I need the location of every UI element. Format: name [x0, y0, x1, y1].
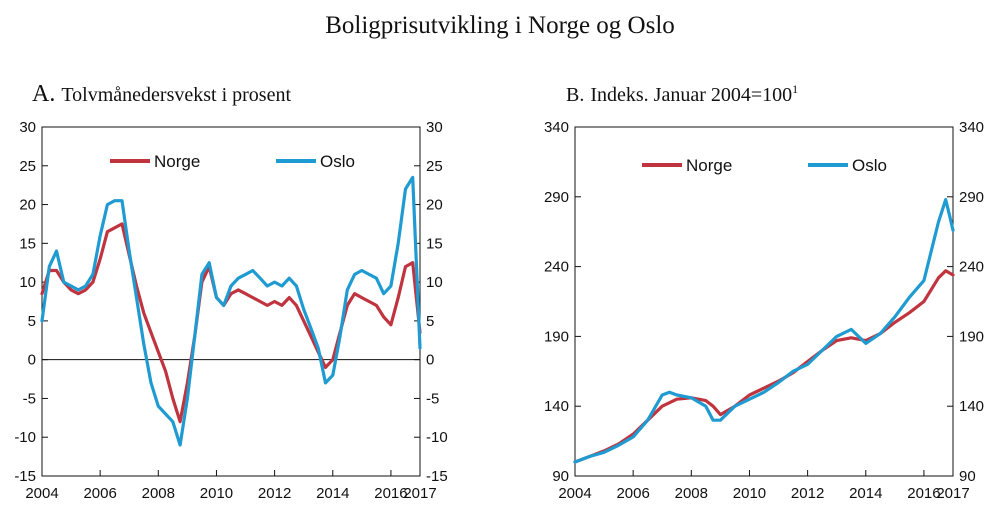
- panel-a-title-text: Tolvmånedersvekst i prosent: [61, 84, 291, 106]
- x-tick-label: 2004: [25, 485, 58, 502]
- panel-a-ticks: -15 -15 -10 -10 -5 -5 0 0 5 5 10 10 15 15 20 20 25 25 30 30…: [14, 119, 447, 502]
- panel-b-title-text: Indeks. Januar 2004=100: [590, 84, 792, 106]
- y-tick-label-right: 30: [426, 119, 443, 136]
- y-tick-label-right: 340: [959, 119, 984, 136]
- y-tick-label-right: 190: [959, 328, 984, 345]
- y-tick-label-left: 5: [28, 313, 36, 330]
- series-line-norge: [40, 222, 422, 424]
- panel-a-series: [40, 175, 422, 447]
- x-tick-label: 2010: [733, 485, 766, 502]
- x-tick-label: 2004: [558, 485, 591, 502]
- y-tick-label-right: 0: [426, 352, 434, 369]
- panel-b-footnote-mark: 1: [792, 82, 798, 96]
- y-tick-label-right: 240: [959, 259, 984, 276]
- x-tick-label: 2017: [936, 485, 969, 502]
- y-tick-label-left: 190: [544, 328, 569, 345]
- y-tick-label-right: -15: [426, 468, 448, 485]
- y-tick-label-left: 20: [19, 197, 36, 214]
- legend-oslo-label: Oslo: [320, 152, 355, 171]
- y-tick-label-left: -15: [14, 468, 36, 485]
- y-tick-label-right: 20: [426, 197, 443, 214]
- x-tick-label: 2010: [200, 485, 233, 502]
- x-tick-label: 2016: [374, 485, 407, 502]
- y-tick-label-right: 10: [426, 274, 443, 291]
- panel-b-letter: B.: [566, 84, 584, 106]
- x-tick-label: 2017: [403, 485, 436, 502]
- y-tick-label-right: 140: [959, 398, 984, 415]
- panel-a-letter: A.: [32, 81, 55, 107]
- panel-b-ticks: 90 90 140 140 190 190 240 240 290 290 340 340 2004 20…: [544, 119, 984, 502]
- x-tick-label: 2014: [849, 485, 882, 502]
- panel-b-series: [573, 198, 955, 464]
- panel-b: B. Indeks. Januar 2004=1001 90 90 140 140 190…: [544, 82, 984, 502]
- y-tick-label-left: 290: [544, 189, 569, 206]
- legend-norge-label: Norge: [154, 152, 200, 171]
- panel-a-legend: Norge Oslo: [110, 152, 355, 171]
- x-tick-label: 2016: [907, 485, 940, 502]
- y-tick-label-left: 10: [19, 274, 36, 291]
- x-tick-label: 2012: [258, 485, 291, 502]
- legend-norge-label: Norge: [686, 156, 732, 175]
- y-tick-label-right: -10: [426, 429, 448, 446]
- y-tick-label-left: 0: [28, 352, 36, 369]
- x-tick-label: 2006: [83, 485, 116, 502]
- y-tick-label-left: -5: [23, 390, 36, 407]
- panel-b-legend: Norge Oslo: [642, 156, 887, 175]
- page-title: Boligprisutvikling i Norge og Oslo: [325, 12, 675, 39]
- y-tick-label-left: 30: [19, 119, 36, 136]
- y-tick-label-left: -10: [14, 429, 36, 446]
- series-line-oslo: [40, 175, 422, 447]
- legend-oslo-label: Oslo: [852, 156, 887, 175]
- series-line-oslo: [573, 198, 955, 464]
- x-tick-label: 2012: [791, 485, 824, 502]
- panel-a: A. Tolvmånedersvekst i prosent -15 -15-10-…: [14, 81, 447, 502]
- x-tick-label: 2006: [616, 485, 649, 502]
- y-tick-label-left: 340: [544, 119, 569, 136]
- y-tick-label-left: 25: [19, 158, 36, 175]
- y-tick-label-right: 15: [426, 235, 443, 252]
- y-tick-label-left: 140: [544, 398, 569, 415]
- y-tick-label-right: -5: [426, 390, 439, 407]
- x-tick-label: 2008: [142, 485, 175, 502]
- y-tick-label-right: 5: [426, 313, 434, 330]
- panel-b-frame: [574, 126, 954, 477]
- y-tick-label-right: 90: [959, 468, 976, 485]
- y-tick-label-right: 25: [426, 158, 443, 175]
- panel-a-frame: [41, 126, 421, 477]
- y-tick-label-left: 240: [544, 259, 569, 276]
- panel-b-title: B. Indeks. Januar 2004=1001: [566, 82, 798, 106]
- x-tick-label: 2014: [316, 485, 349, 502]
- y-tick-label-right: 290: [959, 189, 984, 206]
- series-line-norge: [573, 269, 955, 464]
- panel-a-title: A. Tolvmånedersvekst i prosent: [32, 81, 291, 107]
- x-tick-label: 2008: [675, 485, 708, 502]
- y-tick-label-left: 15: [19, 235, 36, 252]
- y-tick-label-left: 90: [552, 468, 569, 485]
